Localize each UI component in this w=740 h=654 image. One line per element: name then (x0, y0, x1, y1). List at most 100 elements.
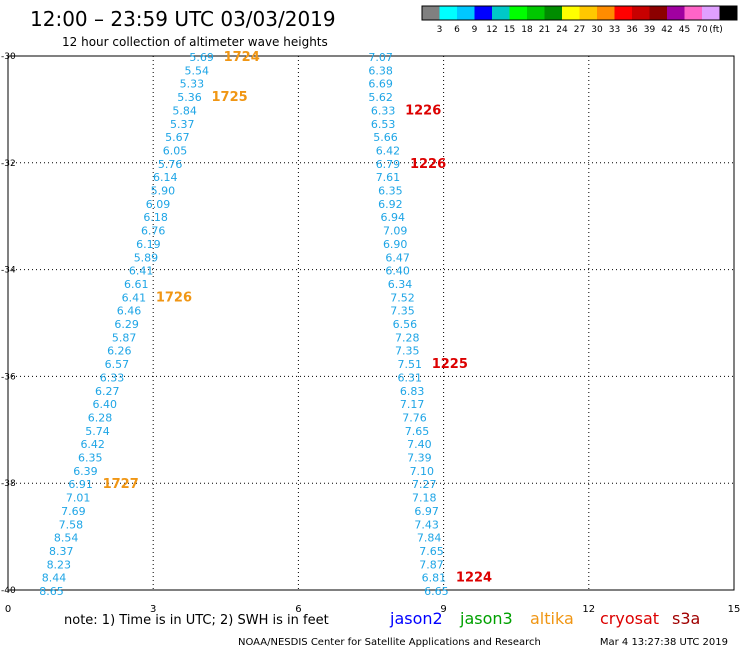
wave-height-label: 7.58 (59, 518, 84, 531)
x-tick-label: 3 (150, 604, 156, 615)
pass-time-label: 1224 (456, 571, 492, 586)
legend-color-swatch (667, 6, 685, 20)
pass-time-label: 1225 (432, 357, 468, 372)
wave-height-label: 6.29 (114, 318, 139, 331)
legend-color-swatch (632, 6, 650, 20)
wave-height-label: 7.84 (417, 532, 442, 545)
wave-height-label: 7.52 (390, 291, 415, 304)
mission-s3a: s3a (672, 609, 700, 628)
legend-tick-label: 21 (539, 25, 550, 35)
legend-tick-label: 33 (609, 25, 620, 35)
wave-height-label: 7.69 (61, 505, 86, 518)
wave-height-label: 5.33 (180, 78, 205, 91)
legend-color-swatch (457, 6, 475, 20)
wave-height-label: 7.28 (395, 331, 420, 344)
wave-height-label: 7.39 (407, 452, 432, 465)
wave-height-label: 6.41 (122, 291, 147, 304)
wave-height-label: 7.10 (410, 465, 435, 478)
wave-height-label: 5.66 (373, 131, 398, 144)
pass-time-label: 1724 (224, 50, 260, 65)
footer-note: note: 1) Time is in UTC; 2) SWH is in fe… (64, 613, 329, 628)
wave-height-label: 6.65 (424, 585, 449, 598)
y-tick-label: -38 (1, 479, 16, 489)
wave-height-label: 6.33 (371, 104, 396, 117)
mission-jason3: jason3 (459, 609, 513, 628)
wave-height-label: 6.57 (105, 358, 130, 371)
satellite-track-2: 7.076.386.695.626.336.535.666.426.797.61… (368, 51, 492, 598)
wave-height-label: 5.84 (172, 104, 197, 117)
pass-time-label: 1226 (405, 103, 441, 118)
wave-height-label: 5.67 (165, 131, 190, 144)
wave-height-label: 7.18 (412, 492, 437, 505)
wave-height-label: 8.44 (42, 572, 67, 585)
wave-height-label: 5.76 (158, 158, 183, 171)
wave-height-label: 5.54 (185, 64, 210, 77)
legend-tick-label: 3 (437, 25, 443, 35)
legend-color-swatch (579, 6, 597, 20)
wave-height-label: 6.53 (371, 118, 396, 131)
wave-height-label: 6.91 (68, 478, 93, 491)
legend-tick-label: 36 (626, 25, 638, 35)
legend-tick-label: 39 (644, 25, 656, 35)
wave-height-label: 7.01 (66, 492, 91, 505)
wave-height-label: 8.65 (39, 585, 64, 598)
wave-height-label: 6.19 (136, 238, 161, 251)
y-tick-label: -32 (1, 159, 16, 169)
wave-height-label: 6.18 (143, 211, 168, 224)
legend-unit: (ft) (709, 25, 723, 35)
y-tick-label: -30 (1, 52, 16, 62)
legend-color-swatch (614, 6, 632, 20)
pass-time-label: 1226 (410, 157, 446, 172)
mission-cryosat: cryosat (600, 609, 659, 628)
wave-height-label: 6.46 (117, 305, 142, 318)
wave-height-label: 7.76 (402, 411, 427, 424)
legend-color-swatch (684, 6, 702, 20)
wave-height-label: 6.34 (388, 278, 413, 291)
x-tick-label: 12 (582, 604, 595, 615)
x-tick-label: 6 (295, 604, 301, 615)
wave-height-label: 5.74 (85, 425, 110, 438)
map-subtitle: 12 hour collection of altimeter wave hei… (62, 35, 328, 49)
wave-height-label: 6.83 (400, 385, 425, 398)
wave-height-label: 7.40 (407, 438, 432, 451)
wave-height-label: 8.23 (47, 558, 72, 571)
wave-height-label: 6.97 (414, 505, 439, 518)
legend-tick-label: 18 (521, 25, 533, 35)
mission-altika: altika (530, 609, 574, 628)
wave-height-label: 6.47 (385, 251, 410, 264)
wave-height-label: 6.26 (107, 345, 132, 358)
legend-color-swatch (439, 6, 457, 20)
wave-height-label: 6.38 (368, 64, 393, 77)
wave-height-label: 6.31 (397, 371, 422, 384)
wave-height-label: 6.79 (376, 158, 401, 171)
wave-height-label: 8.37 (49, 545, 74, 558)
legend-tick-label: 70 (696, 25, 708, 35)
wave-height-label: 7.65 (419, 545, 444, 558)
wave-height-label: 7.87 (419, 558, 444, 571)
wave-height-label: 6.41 (129, 265, 154, 278)
wave-height-label: 6.35 (378, 185, 403, 198)
footer-credit: NOAA/NESDIS Center for Satellite Applica… (238, 637, 541, 648)
legend-color-swatch (474, 6, 492, 20)
legend-color-swatch (649, 6, 667, 20)
wave-height-label: 7.09 (383, 225, 408, 238)
axis-layer: 0 3 6 9 12 15 -30 -32 -34 -36 -38 -40 (1, 52, 740, 615)
wave-height-label: 6.42 (376, 144, 401, 157)
legend-tick-label: 9 (472, 25, 478, 35)
wave-height-label: 7.65 (405, 425, 430, 438)
legend-color-swatch (719, 6, 737, 20)
wave-height-label: 6.14 (153, 171, 178, 184)
wave-height-label: 5.62 (368, 91, 393, 104)
wave-height-label: 6.42 (80, 438, 105, 451)
wave-height-label: 7.07 (368, 51, 393, 64)
legend-tick-label: 27 (574, 25, 585, 35)
map-title: 12:00 – 23:59 UTC 03/03/2019 (30, 7, 336, 31)
wave-height-label: 6.05 (163, 144, 188, 157)
wave-height-label: 6.56 (393, 318, 418, 331)
mission-jason2: jason2 (389, 609, 443, 628)
legend-tick-label: 6 (454, 25, 460, 35)
wave-height-label: 7.51 (397, 358, 422, 371)
wave-height-label: 7.35 (390, 305, 415, 318)
legend-tick-label: 45 (679, 25, 690, 35)
wave-height-label: 6.39 (73, 465, 98, 478)
